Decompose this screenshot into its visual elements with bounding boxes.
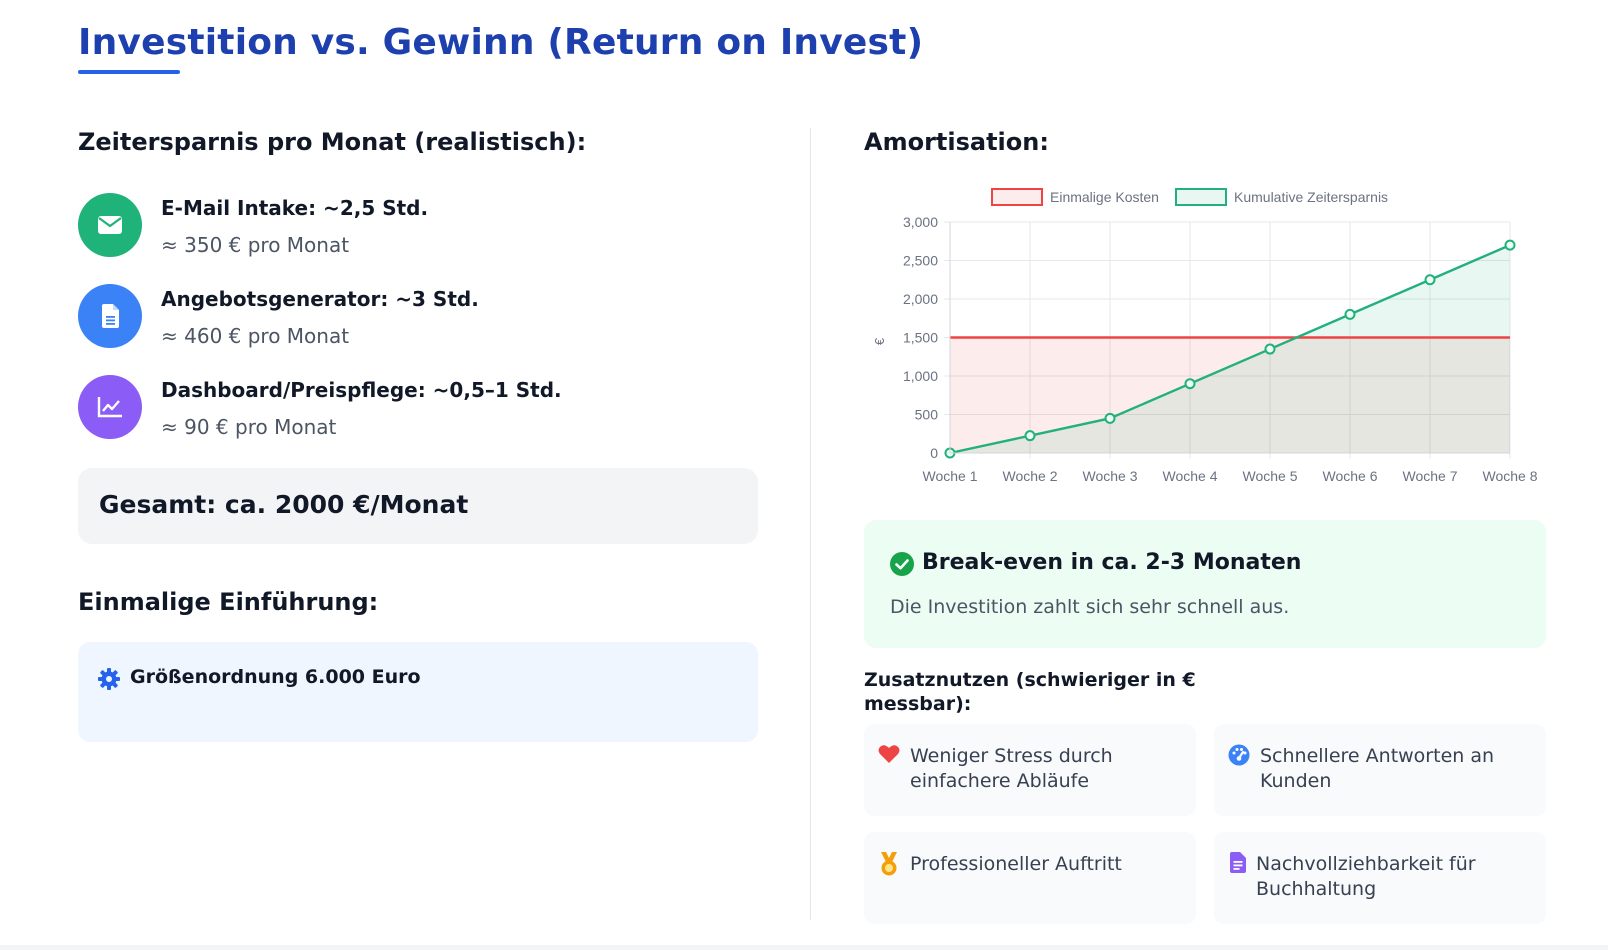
legend-label: Kumulative Zeitersparnis bbox=[1234, 189, 1388, 205]
breakeven-title: Break-even in ca. 2-3 Monaten bbox=[922, 550, 1302, 575]
data-point bbox=[1424, 274, 1436, 286]
gear-icon bbox=[98, 668, 120, 694]
saving-item-dashboard: Dashboard/Preispflege: ~0,5–1 Std. ≈ 90 … bbox=[78, 375, 758, 439]
line-chart-icon bbox=[78, 375, 142, 439]
saving-item-email: E-Mail Intake: ~2,5 Std. ≈ 350 € pro Mon… bbox=[78, 193, 758, 257]
x-tick-label: Woche 7 bbox=[1403, 468, 1458, 484]
saving-item-offer-generator: Angebotsgenerator: ~3 Std. ≈ 460 € pro M… bbox=[78, 284, 758, 348]
savings-total-box: Gesamt: ca. 2000 €/Monat bbox=[78, 468, 758, 544]
chart-svg: 0 500 1,000 1,500 2,000 2,500 3,000 Woche 1 Woch… bbox=[872, 188, 1538, 484]
amortisation-heading: Amortisation: bbox=[864, 128, 1049, 156]
y-tick-label: 0 bbox=[930, 445, 938, 461]
x-tick-label: Woche 4 bbox=[1163, 468, 1218, 484]
y-tick-label: 1,000 bbox=[903, 368, 938, 384]
data-point bbox=[1184, 378, 1196, 390]
series-area-0 bbox=[950, 337, 1510, 453]
savings-total: Gesamt: ca. 2000 €/Monat bbox=[99, 490, 469, 519]
saving-value: ≈ 460 € pro Monat bbox=[161, 324, 350, 348]
bottom-border bbox=[0, 945, 1608, 950]
benefit-card: Schnellere Antworten an Kunden bbox=[1214, 724, 1546, 816]
x-tick-label: Woche 1 bbox=[923, 468, 978, 484]
breakeven-box: Break-even in ca. 2-3 Monaten Die Invest… bbox=[864, 520, 1546, 648]
legend-label: Einmalige Kosten bbox=[1050, 189, 1159, 205]
savings-heading: Zeitersparnis pro Monat (realistisch): bbox=[78, 128, 587, 156]
document-icon bbox=[78, 284, 142, 348]
saving-value: ≈ 90 € pro Monat bbox=[161, 415, 337, 439]
medal-icon bbox=[878, 852, 900, 880]
benefit-text: Weniger Stress durch einfachere Abläufe bbox=[910, 745, 1113, 792]
file-invoice-icon bbox=[1230, 852, 1246, 877]
benefits-heading: Zusatznutzen (schwieriger in € messbar): bbox=[864, 669, 1196, 715]
y-tick-label: 2,000 bbox=[903, 291, 938, 307]
x-tick-label: Woche 3 bbox=[1083, 468, 1138, 484]
benefit-card: Weniger Stress durch einfachere Abläufe bbox=[864, 724, 1196, 816]
series-line-1 bbox=[949, 243, 1511, 455]
title-underline bbox=[78, 70, 180, 74]
breakeven-text: Die Investition zahlt sich sehr schnell … bbox=[890, 596, 1290, 618]
series-area-1 bbox=[950, 245, 1510, 453]
benefit-text: Schnellere Antworten an Kunden bbox=[1260, 745, 1495, 792]
heart-icon bbox=[878, 744, 900, 768]
one-time-box: Größenordnung 6.000 Euro bbox=[78, 642, 758, 742]
benefit-text: Nachvollziehbarkeit für Buchhaltung bbox=[1256, 853, 1476, 900]
column-divider bbox=[810, 128, 811, 920]
saving-name: Angebotsgenerator: ~3 Std. bbox=[161, 287, 479, 311]
amortisation-chart: 0 500 1,000 1,500 2,000 2,500 3,000 Woche 1 Woch… bbox=[860, 185, 1560, 495]
speedometer-icon bbox=[1228, 744, 1250, 770]
data-point bbox=[1104, 412, 1116, 424]
y-tick-label: 500 bbox=[915, 407, 939, 423]
benefit-text: Professioneller Auftritt bbox=[910, 853, 1122, 875]
x-tick-label: Woche 5 bbox=[1243, 468, 1298, 484]
one-time-heading: Einmalige Einführung: bbox=[78, 588, 379, 616]
data-point bbox=[1504, 239, 1516, 251]
y-tick-label: 3,000 bbox=[903, 214, 938, 230]
saving-name: Dashboard/Preispflege: ~0,5–1 Std. bbox=[161, 378, 562, 402]
y-tick-label: 1,500 bbox=[903, 330, 938, 346]
envelope-icon bbox=[78, 193, 142, 257]
benefit-card: Professioneller Auftritt bbox=[864, 832, 1196, 924]
y-tick-label: 2,500 bbox=[903, 253, 938, 269]
legend-swatch bbox=[991, 188, 1043, 206]
data-point bbox=[1344, 308, 1356, 320]
saving-name: E-Mail Intake: ~2,5 Std. bbox=[161, 196, 429, 220]
x-tick-label: Woche 8 bbox=[1483, 468, 1538, 484]
data-point bbox=[1024, 430, 1036, 442]
benefit-card: Nachvollziehbarkeit für Buchhaltung bbox=[1214, 832, 1546, 924]
x-tick-label: Woche 2 bbox=[1003, 468, 1058, 484]
page-title: Investition vs. Gewinn (Return on Invest… bbox=[78, 22, 924, 63]
legend-swatch bbox=[1175, 188, 1227, 206]
x-tick-label: Woche 6 bbox=[1323, 468, 1378, 484]
one-time-amount: Größenordnung 6.000 Euro bbox=[130, 666, 421, 688]
check-circle-icon bbox=[890, 552, 914, 580]
y-axis-label: € bbox=[872, 337, 887, 345]
saving-value: ≈ 350 € pro Monat bbox=[161, 233, 350, 257]
data-point bbox=[1264, 343, 1276, 355]
